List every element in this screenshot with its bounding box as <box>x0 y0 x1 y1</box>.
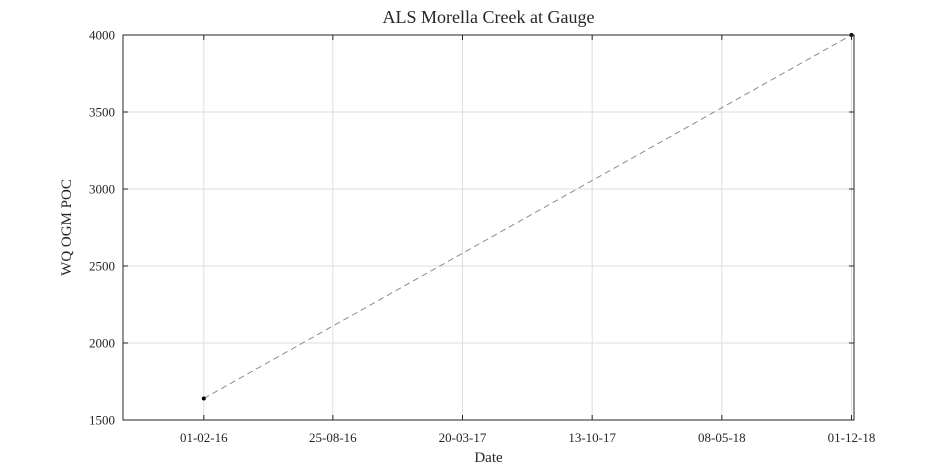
y-tick-label: 2000 <box>89 336 115 351</box>
x-axis-label: Date <box>474 450 503 466</box>
x-tick-label: 25-08-16 <box>309 430 357 445</box>
chart-title: ALS Morella Creek at Gauge <box>383 7 595 27</box>
axis-ticks <box>123 34 854 421</box>
x-tick-label: 20-03-17 <box>439 430 487 445</box>
y-tick-label: 2500 <box>89 259 115 274</box>
x-tick-label: 01-02-16 <box>180 430 228 445</box>
y-tick-label: 3500 <box>89 105 115 120</box>
y-tick-label: 4000 <box>89 28 115 43</box>
x-tick-label: 13-10-17 <box>568 430 616 445</box>
series-line <box>203 34 852 399</box>
plot-area <box>123 35 854 420</box>
y-axis-label: WQ OGM POC <box>59 179 75 276</box>
plot-frame <box>122 34 855 421</box>
data-point <box>201 396 206 401</box>
y-tick-label: 3000 <box>89 182 115 197</box>
x-tick-label: 01-12-18 <box>828 430 876 445</box>
y-tick-label: 1500 <box>89 413 115 428</box>
x-tick-label: 08-05-18 <box>698 430 746 445</box>
